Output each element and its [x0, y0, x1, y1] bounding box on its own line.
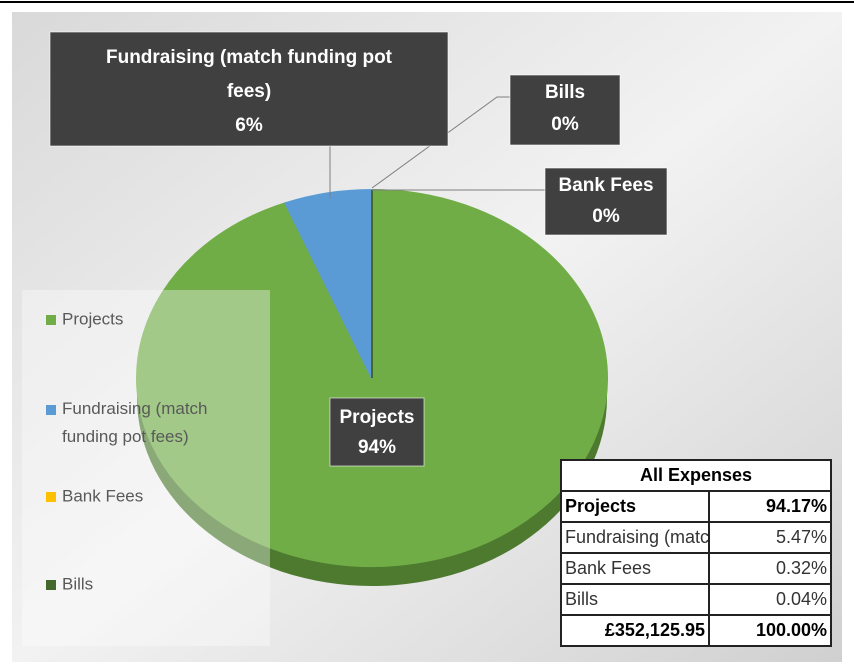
data-label-value: 6%: [235, 115, 263, 136]
table-cell: Bills: [560, 583, 710, 616]
table-cell: Projects: [560, 490, 710, 523]
table-cell: 0.04%: [708, 583, 832, 616]
table-row: £352,125.95 100.00%: [560, 614, 832, 647]
data-label-box: [544, 167, 668, 236]
legend-swatch: [46, 580, 56, 590]
legend-swatch: [46, 405, 56, 415]
table-title: All Expenses: [560, 459, 832, 492]
table-row: Bills 0.04%: [560, 583, 832, 616]
table-cell: Bank Fees: [560, 552, 710, 585]
data-label-value: 94%: [358, 437, 396, 458]
data-label-category: Projects: [340, 407, 415, 428]
legend-box: [22, 290, 270, 646]
table-cell: 0.32%: [708, 552, 832, 585]
table-row: Fundraising (match funding pot fees)5.47…: [560, 521, 832, 554]
legend-swatch: [46, 315, 56, 325]
table-cell: 100.00%: [708, 614, 832, 647]
legend-label: Fundraising (match funding pot fees): [62, 399, 208, 446]
table-row: Projects 94.17%: [560, 490, 832, 523]
legend-label: Projects: [62, 309, 123, 328]
data-label-value: 0%: [551, 114, 579, 135]
table-cell: Fundraising (match funding pot fees): [560, 521, 710, 554]
legend-swatch: [46, 492, 56, 502]
legend-label: Bank Fees: [62, 486, 143, 505]
table-row: Bank Fees 0.32%: [560, 552, 832, 585]
data-label-category: Bills: [545, 82, 585, 103]
expense-table: All Expenses Projects 94.17% Fundraising (…: [560, 459, 832, 647]
data-label-box: [329, 397, 425, 467]
data-label-box: [509, 74, 621, 146]
data-label-category: Fundraising (match funding pot fees): [106, 47, 393, 102]
table-cell: £352,125.95: [560, 614, 710, 647]
data-label-value: 0%: [592, 206, 620, 227]
legend-label: Bills: [62, 574, 93, 593]
data-label-category: Bank Fees: [558, 175, 653, 196]
table-cell: 5.47%: [708, 521, 832, 554]
data-label-box: [49, 31, 449, 147]
table-cell: 94.17%: [708, 490, 832, 523]
leader-line: [371, 96, 510, 189]
